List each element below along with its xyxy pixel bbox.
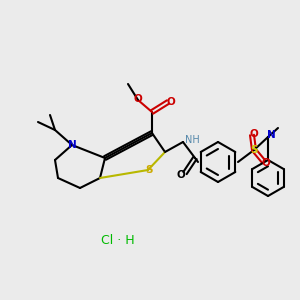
Text: O: O	[177, 170, 185, 180]
Text: O: O	[262, 158, 270, 168]
Text: N: N	[68, 140, 76, 150]
Text: S: S	[145, 165, 153, 175]
Text: O: O	[167, 97, 176, 107]
Text: N: N	[267, 130, 275, 140]
Text: Cl · H: Cl · H	[101, 233, 135, 247]
Text: O: O	[250, 129, 258, 139]
Text: O: O	[134, 94, 142, 104]
Text: S: S	[250, 145, 258, 155]
Text: NH: NH	[185, 135, 200, 145]
